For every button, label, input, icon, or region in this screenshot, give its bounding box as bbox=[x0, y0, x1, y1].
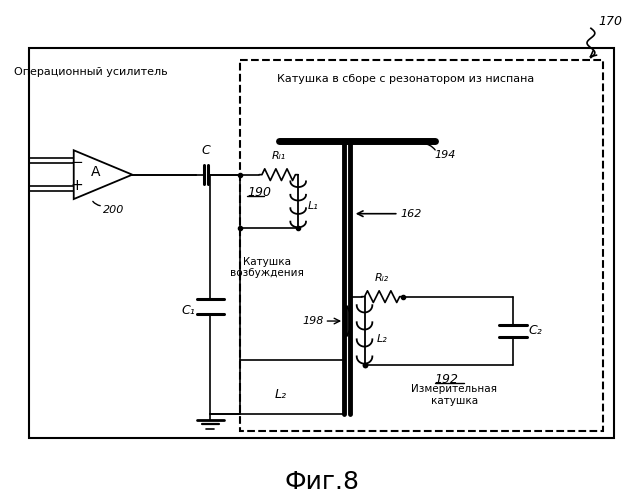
Text: Катушка
возбуждения: Катушка возбуждения bbox=[230, 256, 304, 278]
Text: Фиг.8: Фиг.8 bbox=[284, 470, 359, 494]
Text: C₁: C₁ bbox=[181, 304, 195, 317]
Text: 198: 198 bbox=[302, 316, 323, 326]
Text: L₂: L₂ bbox=[274, 388, 286, 400]
Text: −: − bbox=[70, 156, 83, 170]
Text: C: C bbox=[201, 144, 210, 157]
Text: Rₗ₁: Rₗ₁ bbox=[271, 151, 286, 161]
Polygon shape bbox=[73, 150, 133, 199]
Text: 190: 190 bbox=[247, 186, 271, 198]
Text: L₂: L₂ bbox=[376, 334, 387, 344]
Text: Операционный усилитель: Операционный усилитель bbox=[14, 68, 168, 78]
Text: +: + bbox=[70, 178, 83, 193]
Text: Rₗ₂: Rₗ₂ bbox=[375, 273, 389, 283]
Text: 194: 194 bbox=[435, 150, 456, 160]
Text: Катушка в сборе с резонатором из ниспана: Катушка в сборе с резонатором из ниспана bbox=[277, 74, 534, 84]
Text: A: A bbox=[90, 164, 100, 178]
Text: 200: 200 bbox=[103, 205, 124, 215]
Text: L₁: L₁ bbox=[308, 202, 318, 211]
Text: C₂: C₂ bbox=[529, 324, 542, 338]
Text: 162: 162 bbox=[401, 208, 422, 218]
Text: 192: 192 bbox=[435, 373, 459, 386]
Text: 170: 170 bbox=[598, 15, 623, 28]
Text: Измерительная
катушка: Измерительная катушка bbox=[411, 384, 497, 406]
Bar bbox=[240, 60, 603, 432]
